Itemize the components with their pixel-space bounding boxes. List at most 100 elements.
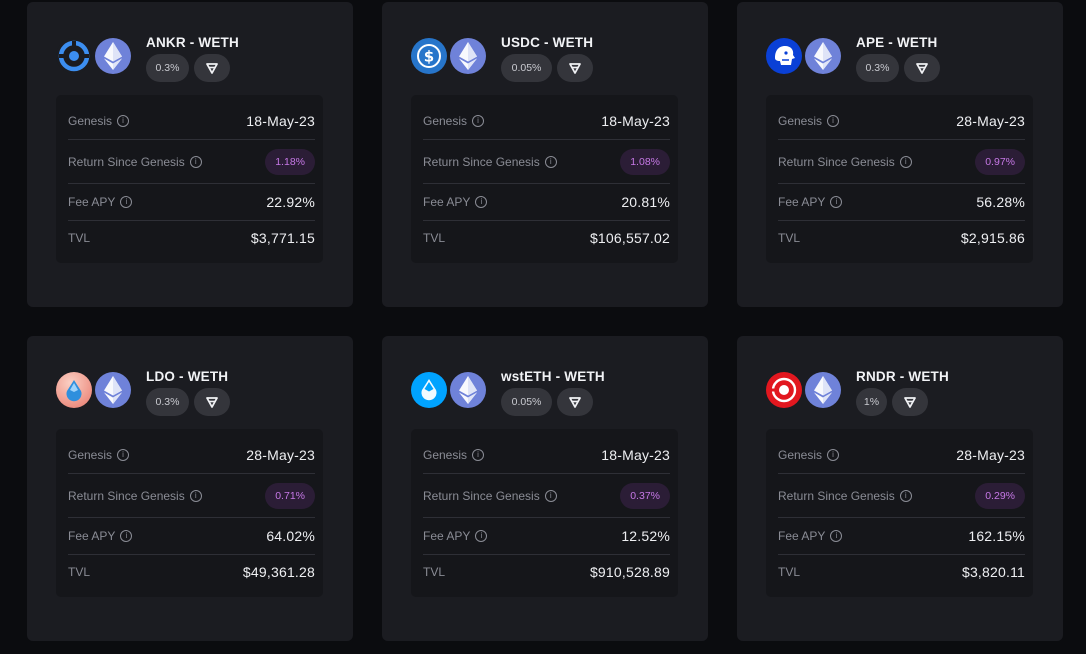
info-icon[interactable]: i	[120, 196, 133, 208]
tvl-label: TVL	[423, 231, 446, 245]
info-icon[interactable]: i	[189, 155, 202, 168]
tvl-row: TVL $2,915.86	[778, 221, 1025, 255]
info-icon[interactable]: i	[472, 115, 485, 127]
info-icon[interactable]: i	[472, 449, 485, 461]
vault-card[interactable]: ANKR - WETH 0.3% Genesis i 18-May-23 Retu…	[27, 2, 353, 307]
divider	[778, 220, 1025, 221]
divider	[423, 517, 670, 518]
card-header: LDO - WETH 0.3%	[56, 369, 346, 416]
genesis-row: Genesis i 28-May-23	[778, 437, 1025, 473]
tvl-label: TVL	[68, 565, 91, 579]
fee-apy-label: Fee APY	[778, 195, 826, 209]
info-icon[interactable]: i	[475, 196, 488, 208]
fee-apy-value: 22.92%	[266, 194, 315, 210]
return-badge: 0.29%	[975, 482, 1025, 509]
stats-panel: Genesis i 28-May-23 Return Since Genesis i…	[56, 429, 323, 597]
info-icon[interactable]: i	[830, 196, 843, 208]
tvl-row: TVL $3,771.15	[68, 221, 315, 255]
info-icon[interactable]: i	[827, 449, 840, 461]
info-icon[interactable]: i	[544, 489, 557, 502]
return-badge: 0.71%	[265, 482, 315, 509]
return-badge: 0.97%	[975, 148, 1025, 175]
fee-apy-value: 162.15%	[968, 528, 1025, 544]
vault-card[interactable]: RNDR - WETH 1% Genesis i 28-May-23 Return…	[737, 336, 1063, 641]
fee-tier-badge: 0.3%	[856, 54, 899, 82]
divider	[423, 220, 670, 221]
genesis-value: 18-May-23	[246, 113, 315, 129]
card-header: $ USDC - WETH 0.05%	[411, 35, 701, 82]
return-label: Return Since Genesis	[68, 154, 185, 169]
tvl-label: TVL	[778, 231, 801, 245]
return-row: Return Since Genesis i 0.29%	[778, 474, 1025, 517]
fee-apy-value: 12.52%	[621, 528, 670, 544]
info-icon[interactable]: i	[899, 489, 912, 502]
genesis-label: Genesis	[778, 114, 823, 128]
divider	[778, 139, 1025, 140]
info-icon[interactable]: i	[475, 530, 488, 542]
card-header: ANKR - WETH 0.3%	[56, 35, 346, 82]
fee-apy-row: Fee APY i 56.28%	[778, 184, 1025, 220]
divider	[423, 183, 670, 184]
divider	[778, 473, 1025, 474]
return-row: Return Since Genesis i 0.97%	[778, 140, 1025, 183]
tvl-value: $106,557.02	[589, 230, 670, 246]
return-label: Return Since Genesis	[423, 488, 540, 503]
genesis-value: 18-May-23	[601, 447, 670, 463]
return-badge: 1.18%	[265, 148, 315, 175]
card-header: wstETH - WETH 0.05%	[411, 369, 701, 416]
pair-title: wstETH - WETH	[501, 369, 605, 384]
protocol-icon[interactable]	[194, 54, 230, 82]
return-label: Return Since Genesis	[778, 488, 895, 503]
info-icon[interactable]: i	[117, 449, 130, 461]
divider	[778, 183, 1025, 184]
pair-title: RNDR - WETH	[856, 369, 949, 384]
fee-apy-row: Fee APY i 12.52%	[423, 518, 670, 554]
info-icon[interactable]: i	[830, 530, 843, 542]
fee-apy-row: Fee APY i 20.81%	[423, 184, 670, 220]
divider	[68, 473, 315, 474]
return-badge: 1.08%	[620, 148, 670, 175]
info-icon[interactable]: i	[544, 155, 557, 168]
divider	[68, 183, 315, 184]
stats-panel: Genesis i 18-May-23 Return Since Genesis i…	[411, 429, 678, 597]
card-header: APE - WETH 0.3%	[766, 35, 1056, 82]
genesis-label: Genesis	[423, 114, 468, 128]
info-icon[interactable]: i	[117, 115, 130, 127]
return-label: Return Since Genesis	[68, 488, 185, 503]
fee-apy-value: 64.02%	[266, 528, 315, 544]
info-icon[interactable]: i	[120, 530, 133, 542]
divider	[423, 554, 670, 555]
protocol-icon[interactable]	[904, 54, 940, 82]
return-row: Return Since Genesis i 0.71%	[68, 474, 315, 517]
protocol-icon[interactable]	[892, 388, 928, 416]
stats-panel: Genesis i 18-May-23 Return Since Genesis i…	[411, 95, 678, 263]
genesis-value: 18-May-23	[601, 113, 670, 129]
protocol-icon[interactable]	[557, 388, 593, 416]
tvl-value: $910,528.89	[589, 564, 670, 580]
tvl-label: TVL	[778, 565, 801, 579]
vault-card[interactable]: LDO - WETH 0.3% Genesis i 28-May-23 Retur…	[27, 336, 353, 641]
card-header: RNDR - WETH 1%	[766, 369, 1056, 416]
vault-card[interactable]: APE - WETH 0.3% Genesis i 28-May-23 Retur…	[737, 2, 1063, 307]
fee-tier-badge: 0.3%	[146, 54, 189, 82]
divider	[423, 473, 670, 474]
vault-card[interactable]: wstETH - WETH 0.05% Genesis i 18-May-23 R…	[382, 336, 708, 641]
info-icon[interactable]: i	[827, 115, 840, 127]
info-icon[interactable]: i	[899, 155, 912, 168]
fee-tier-badge: 0.3%	[146, 388, 189, 416]
tvl-value: $2,915.86	[960, 230, 1025, 246]
eth-icon	[805, 372, 841, 408]
genesis-label: Genesis	[68, 114, 113, 128]
protocol-icon[interactable]	[194, 388, 230, 416]
fee-apy-label: Fee APY	[68, 195, 116, 209]
genesis-row: Genesis i 18-May-23	[423, 437, 670, 473]
usdc-icon: $	[411, 38, 447, 74]
info-icon[interactable]: i	[189, 489, 202, 502]
divider	[778, 554, 1025, 555]
fee-tier-badge: 0.05%	[501, 54, 552, 82]
vault-card[interactable]: $ USDC - WETH 0.05% Genesis i	[382, 2, 708, 307]
pair-title: LDO - WETH	[146, 369, 229, 384]
protocol-icon[interactable]	[557, 54, 593, 82]
genesis-value: 28-May-23	[246, 447, 315, 463]
return-label: Return Since Genesis	[423, 154, 540, 169]
